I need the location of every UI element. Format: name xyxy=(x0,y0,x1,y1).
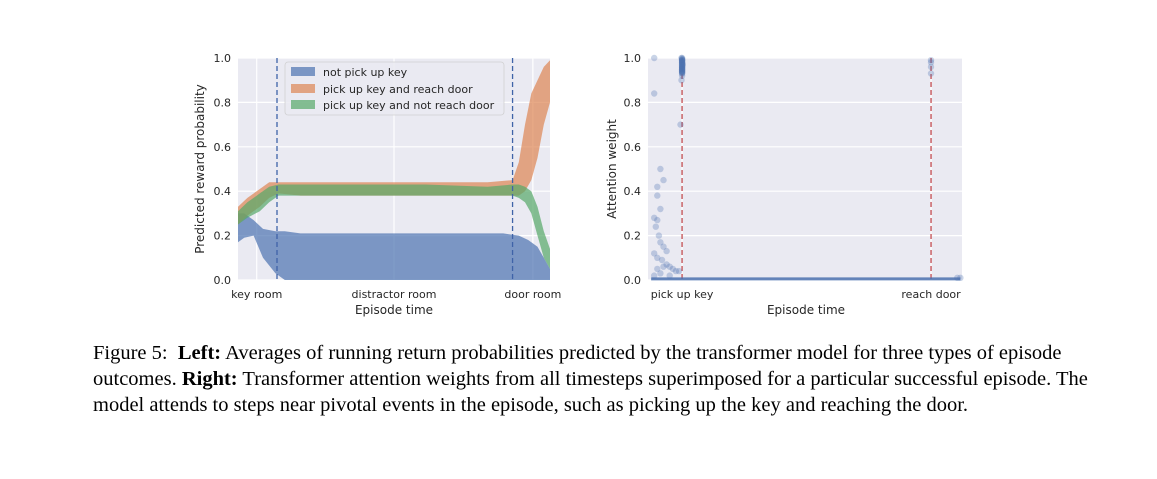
point-6 xyxy=(660,176,667,184)
point-25 xyxy=(660,263,667,270)
left-dashed-lines xyxy=(276,58,514,280)
right-points xyxy=(651,54,964,281)
y-tick-0-6: 0.6 xyxy=(214,141,232,154)
point-3 xyxy=(654,192,661,199)
x-tick-distractor-room: distractor room xyxy=(352,288,437,301)
point-28 xyxy=(678,77,685,84)
area-not-pick-up-key xyxy=(238,213,550,280)
point-24 xyxy=(654,265,661,273)
y-tick-0-2: 0.2 xyxy=(214,230,232,243)
y-tick-0-8: 0.8 xyxy=(214,96,232,109)
legend-box xyxy=(284,61,505,116)
y-tick-0-0: 0.0 xyxy=(624,274,642,287)
point-18 xyxy=(666,263,673,270)
point-20 xyxy=(672,267,680,275)
y-tick-1-0: 1.0 xyxy=(214,52,232,65)
point-43 xyxy=(957,274,964,281)
point-19 xyxy=(669,265,676,273)
point-5 xyxy=(657,205,664,213)
point-23 xyxy=(666,272,673,279)
point-12 xyxy=(660,243,667,250)
left-x-ticks: key room distractor room door room xyxy=(231,288,561,301)
x-tick-pick-up-key: pick up key xyxy=(651,288,714,301)
caption-prefix: Figure 5: xyxy=(93,342,168,364)
point-17 xyxy=(663,261,670,268)
right-chart: 0.0 0.2 0.4 0.6 0.8 1.0 pick up key reach door… xyxy=(605,52,964,317)
figure-caption: Figure 5: Left: Averages of running retu… xyxy=(93,340,1113,418)
y-tick-0-4: 0.4 xyxy=(214,185,232,198)
figure: 0.0 0.2 0.4 0.6 0.8 1.0 key room distractor ro… xyxy=(193,52,964,317)
y-tick-0-0: 0.0 xyxy=(214,274,232,287)
left-y-axis-label: Predicted reward probability xyxy=(193,84,207,254)
point-1 xyxy=(651,90,658,97)
y-tick-1-0: 1.0 xyxy=(624,52,642,65)
right-y-axis-label: Attention weight xyxy=(605,119,619,219)
point-22 xyxy=(657,270,664,277)
legend-swatch-pick-up-key-and-reach-door xyxy=(291,84,315,93)
caption-left-label: Left: xyxy=(177,342,222,364)
point-14 xyxy=(651,250,658,257)
right-dashed-lines xyxy=(681,58,932,280)
point-11 xyxy=(657,239,664,246)
y-tick-0-6: 0.6 xyxy=(624,141,642,154)
point-38 xyxy=(927,63,935,71)
point-41 xyxy=(927,57,935,64)
point-16 xyxy=(658,256,666,264)
right-x-axis-label: Episode time xyxy=(767,303,845,317)
left-x-axis-label: Episode time xyxy=(355,303,433,317)
x-tick-reach-door: reach door xyxy=(901,288,961,301)
right-plot-area xyxy=(648,58,962,280)
left-chart: 0.0 0.2 0.4 0.6 0.8 1.0 key room distractor ro… xyxy=(193,52,561,317)
left-areas xyxy=(238,60,550,280)
point-21 xyxy=(675,267,683,275)
caption-left-text: Averages of running return probabilities… xyxy=(93,342,1062,390)
legend-label-pick-up-key-and-reach-door: pick up key and reach door xyxy=(323,83,473,96)
legend-label-not-pick-up-key: not pick up key xyxy=(323,66,408,79)
y-tick-0-8: 0.8 xyxy=(624,96,642,109)
area-pick-up-key-and-not-reach-door xyxy=(238,184,550,269)
point-26 xyxy=(651,272,658,279)
area-pick-up-key-and-reach-door xyxy=(238,60,550,225)
left-y-ticks: 0.0 0.2 0.4 0.6 0.8 1.0 xyxy=(214,52,232,287)
point-40 xyxy=(927,70,935,77)
legend-swatch-not-pick-up-key xyxy=(291,67,315,76)
caption-right-label: Right: xyxy=(181,368,238,390)
legend-label-pick-up-key-and-not-reach-door: pick up key and not reach door xyxy=(323,99,495,112)
point-39 xyxy=(927,59,935,66)
point-7 xyxy=(651,214,658,221)
point-42 xyxy=(954,274,961,281)
y-tick-0-2: 0.2 xyxy=(624,230,642,243)
left-legend: not pick up key pick up key and reach do… xyxy=(284,61,505,116)
point-0 xyxy=(651,54,658,62)
x-tick-key-room: key room xyxy=(231,288,282,301)
right-x-ticks: pick up key reach door xyxy=(651,288,961,301)
point-15 xyxy=(654,254,661,261)
point-2 xyxy=(654,183,661,190)
caption-right-text: Transformer attention weights from all t… xyxy=(93,368,1088,416)
point-4 xyxy=(657,165,664,173)
point-10 xyxy=(655,232,663,239)
point-8 xyxy=(654,216,661,224)
right-y-ticks: 0.0 0.2 0.4 0.6 0.8 1.0 xyxy=(624,52,642,287)
point-key-cluster-13 xyxy=(678,55,686,63)
point-13 xyxy=(663,247,670,255)
legend-swatch-pick-up-key-and-not-reach-door xyxy=(291,100,315,109)
x-tick-door-room: door room xyxy=(504,288,561,301)
y-tick-0-4: 0.4 xyxy=(624,185,642,198)
point-9 xyxy=(652,223,659,230)
point-27 xyxy=(677,121,684,128)
